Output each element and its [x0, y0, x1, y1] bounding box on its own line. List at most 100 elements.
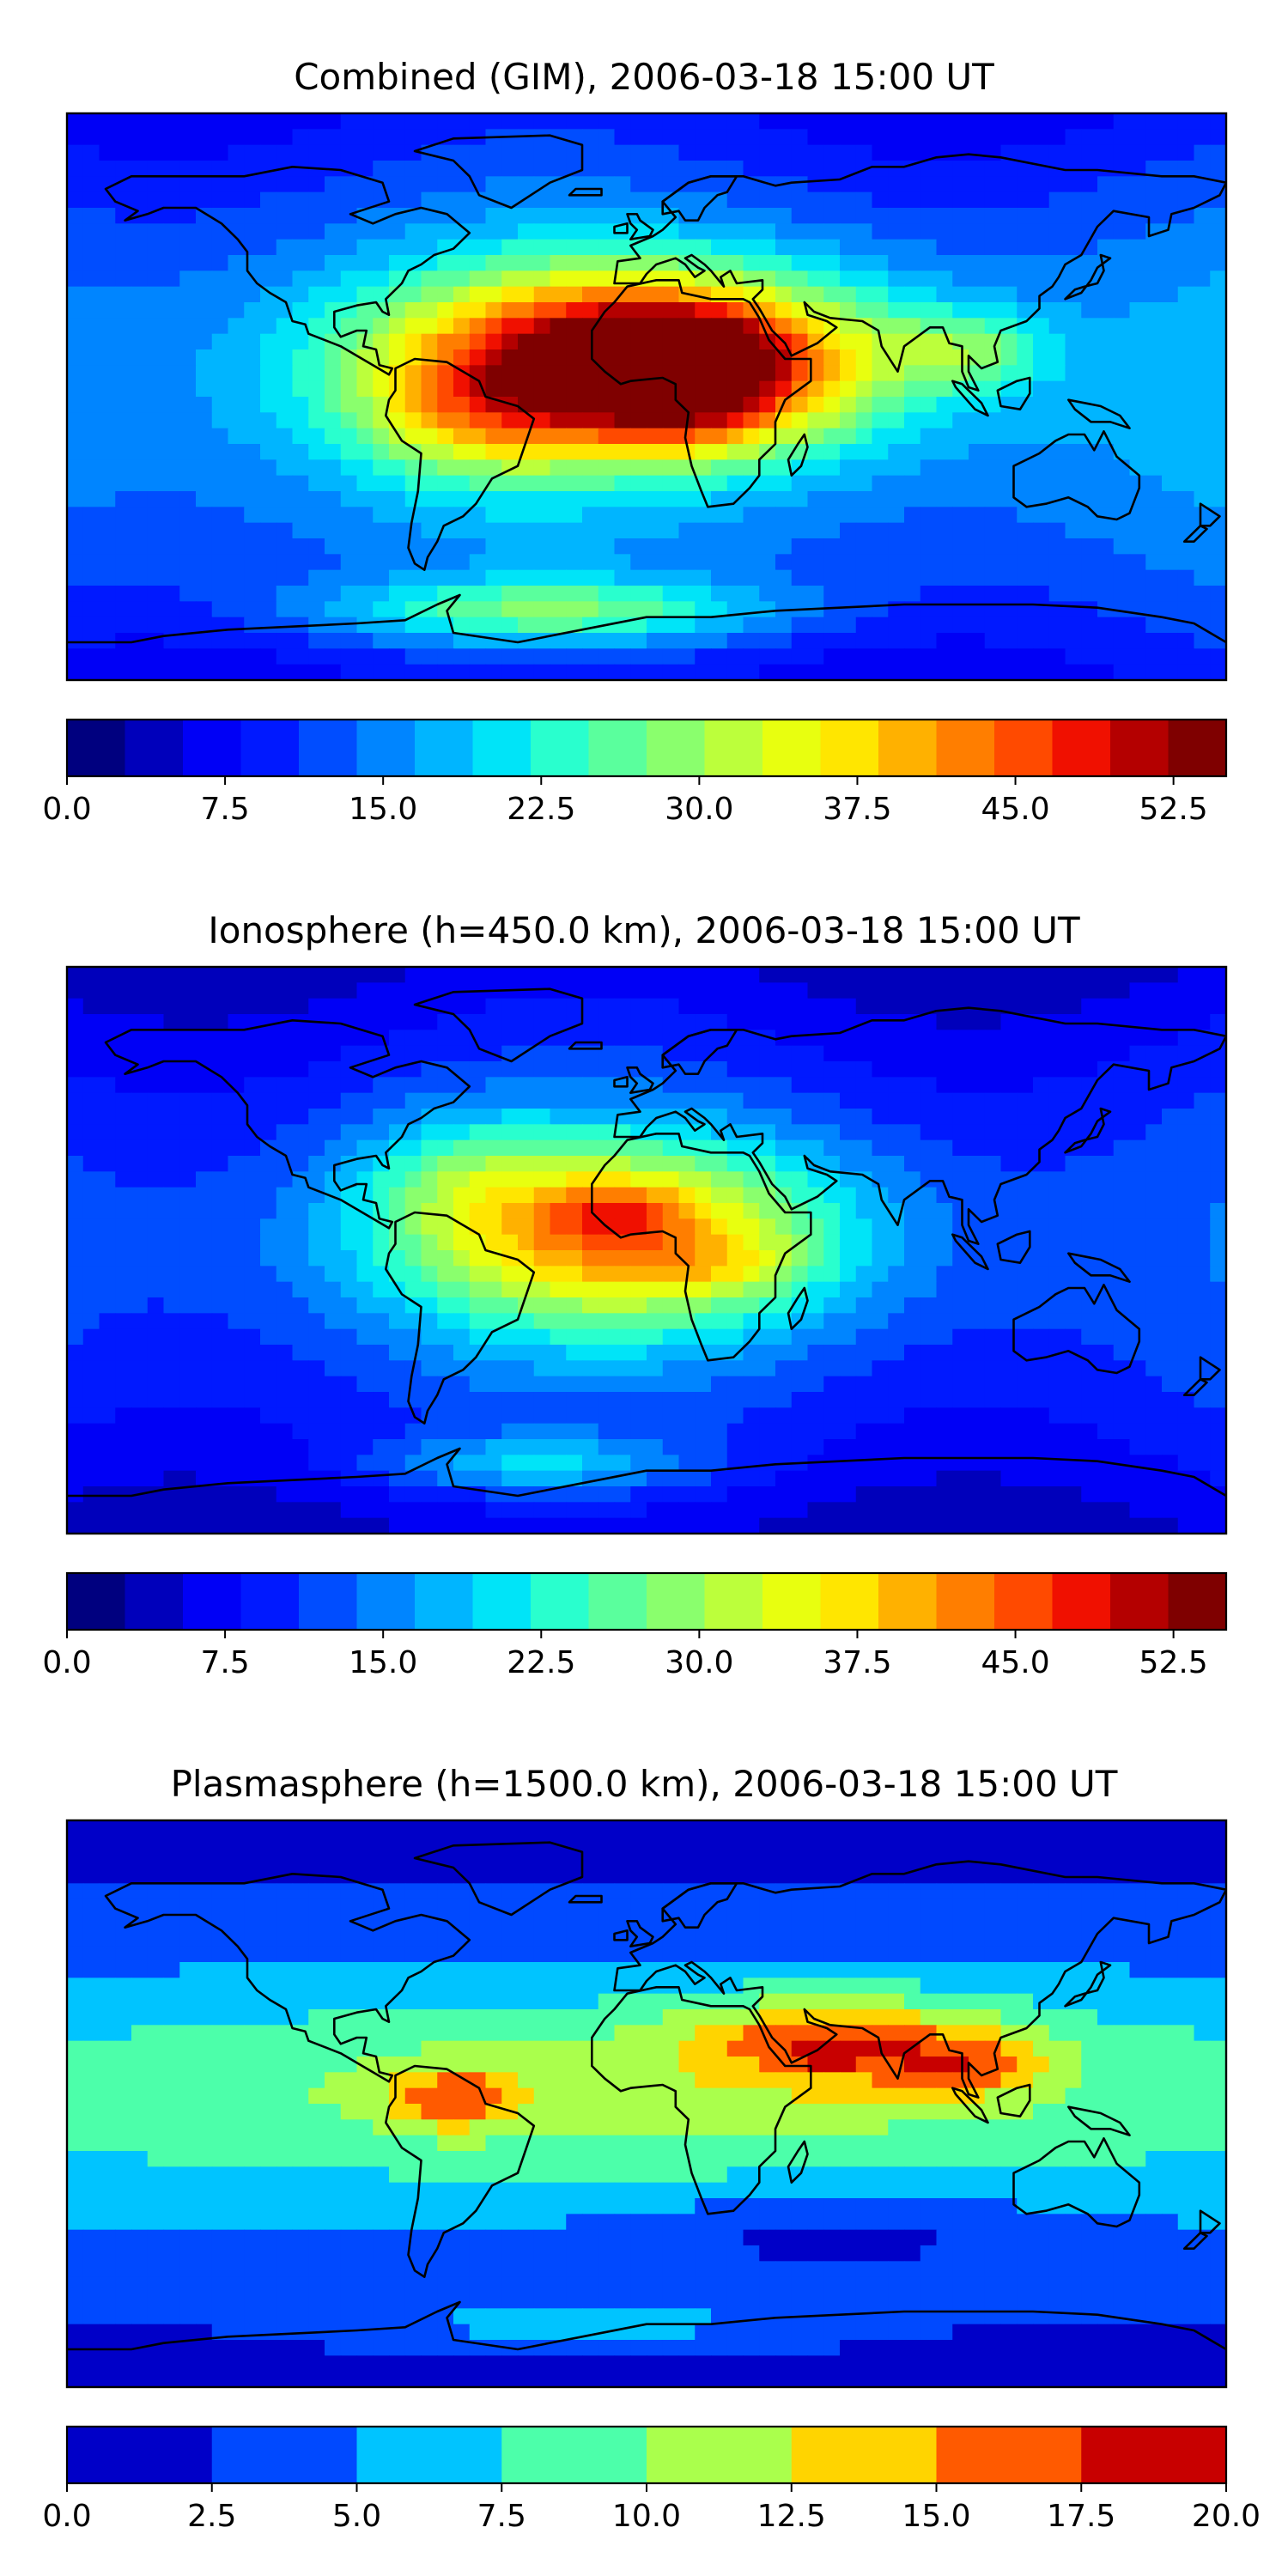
heatmap-cell [1113, 475, 1131, 492]
heatmap-cell [244, 191, 261, 209]
heatmap-cell [211, 302, 229, 319]
heatmap-cell [920, 333, 938, 350]
heatmap-cell [630, 1297, 647, 1314]
heatmap-cell [1210, 1423, 1226, 1440]
heatmap-cell [82, 586, 100, 602]
heatmap-cell [791, 176, 809, 193]
heatmap-cell [469, 1360, 487, 1377]
heatmap-cell [373, 161, 390, 177]
heatmap-cell [1177, 144, 1195, 161]
heatmap-cell [453, 459, 471, 477]
heatmap-cell [228, 428, 245, 445]
heatmap-cell [582, 538, 599, 555]
heatmap-cell [1113, 113, 1131, 130]
heatmap-cell [888, 333, 905, 350]
heatmap-cell [1048, 1045, 1066, 1062]
heatmap-cell [501, 1328, 519, 1346]
heatmap-cell [1113, 1392, 1131, 1408]
heatmap-cell [791, 1392, 809, 1408]
heatmap-cell [421, 1376, 438, 1393]
heatmap-cell [791, 522, 809, 539]
heatmap-cell [1177, 1439, 1195, 1455]
heatmap-cell [1113, 144, 1131, 161]
heatmap-cell [904, 397, 921, 413]
heatmap-cell [389, 1092, 406, 1109]
heatmap-cell [1048, 1360, 1066, 1377]
heatmap-cell [147, 459, 165, 477]
heatmap-cell [308, 507, 325, 524]
heatmap-cell [840, 318, 857, 335]
heatmap-cell [115, 1297, 132, 1314]
heatmap-cell [179, 1014, 197, 1030]
heatmap-cell [695, 522, 712, 539]
heatmap-cell [630, 1218, 647, 1236]
heatmap-cell [695, 1266, 712, 1283]
heatmap-cell [920, 412, 938, 429]
heatmap-cell [211, 586, 229, 602]
heatmap-cell [1065, 1061, 1082, 1078]
heatmap-cell [840, 1124, 857, 1141]
heatmap-cell [1145, 1360, 1163, 1377]
heatmap-cell [163, 1407, 180, 1425]
heatmap-cell [244, 1423, 261, 1440]
heatmap-cell [888, 1360, 905, 1377]
heatmap-cell [647, 144, 664, 161]
heatmap-cell [1194, 302, 1211, 319]
heatmap-cell [598, 286, 616, 303]
heatmap-cell [1017, 444, 1034, 460]
heatmap-cell [115, 380, 132, 398]
heatmap-cell [533, 1281, 551, 1298]
heatmap-cell [404, 428, 422, 445]
heatmap-cell [115, 1281, 132, 1298]
heatmap-cell [840, 1328, 857, 1346]
heatmap-cell [1177, 428, 1195, 445]
heatmap-cell [276, 270, 294, 288]
heatmap-cell [82, 129, 100, 146]
heatmap-cell [1145, 982, 1163, 999]
heatmap-cell [228, 1109, 245, 1125]
heatmap-cell [1113, 648, 1131, 665]
heatmap-cell [855, 648, 873, 665]
heatmap-cell [325, 664, 342, 680]
heatmap-cell [598, 648, 616, 665]
heatmap-cell [711, 982, 728, 999]
heatmap-cell [888, 664, 905, 680]
heatmap-cell [550, 554, 567, 571]
heatmap-cell [678, 507, 696, 524]
heatmap-cell [936, 176, 953, 193]
heatmap-cell [308, 475, 325, 492]
heatmap-cell [952, 176, 969, 193]
heatmap-cell [485, 1328, 502, 1346]
heatmap-cell [340, 1313, 358, 1330]
heatmap-cell [163, 998, 180, 1015]
heatmap-cell [533, 1045, 551, 1062]
heatmap-cell [356, 586, 374, 602]
heatmap-cell [163, 349, 180, 366]
heatmap-cell [67, 239, 84, 256]
heatmap-cell [115, 1218, 132, 1236]
heatmap-cell [791, 223, 809, 240]
heatmap-cell [437, 1234, 454, 1251]
heatmap-cell [662, 967, 680, 983]
heatmap-cell [920, 998, 938, 1015]
heatmap-cell [340, 1376, 358, 1393]
heatmap-cell [437, 1030, 454, 1047]
heatmap-cell [1097, 1313, 1115, 1330]
heatmap-cell [550, 1156, 567, 1172]
heatmap-cell [582, 129, 599, 146]
heatmap-cell [823, 967, 841, 983]
heatmap-cell [179, 444, 197, 460]
heatmap-cell [1048, 1077, 1066, 1094]
heatmap-cell [872, 302, 889, 319]
heatmap-cell [1194, 998, 1211, 1015]
heatmap-cell [1210, 1045, 1226, 1062]
heatmap-cell [936, 191, 953, 209]
heatmap-cell [179, 428, 197, 445]
heatmap-cell [936, 255, 953, 271]
heatmap-cell [115, 967, 132, 983]
heatmap-cell [518, 554, 535, 571]
heatmap-cell [1162, 1439, 1179, 1455]
heatmap-cell [115, 1077, 132, 1094]
heatmap-cell [775, 1077, 793, 1094]
heatmap-cell [984, 967, 1002, 983]
